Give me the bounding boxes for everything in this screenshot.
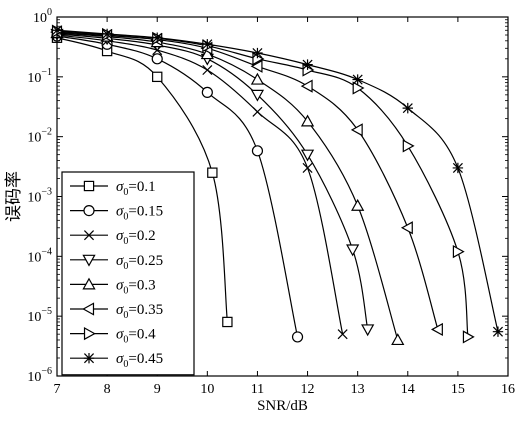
marker-asterisk — [202, 39, 213, 50]
marker-x — [202, 64, 213, 76]
legend-entry: σ0=0.35 — [70, 302, 163, 321]
legend-box — [61, 171, 195, 376]
marker-asterisk — [152, 32, 163, 43]
legend-label: σ0=0.2 — [116, 228, 156, 247]
y-tick-label: 10−5 — [27, 306, 52, 325]
x-tick-label: 9 — [154, 382, 161, 397]
marker-triangle-right — [462, 330, 475, 344]
y-tick-label: 100 — [33, 7, 52, 26]
x-tick-label: 11 — [251, 382, 264, 397]
y-axis-label: 误码率 — [4, 171, 23, 222]
marker-triangle-up — [300, 114, 315, 127]
marker-triangle-down — [300, 149, 315, 162]
legend-entry: σ0=0.15 — [70, 204, 163, 223]
legend-entry: σ0=0.25 — [70, 253, 163, 272]
x-tick-label: 16 — [501, 382, 515, 397]
marker-triangle-down — [361, 324, 375, 337]
marker-asterisk — [492, 326, 504, 337]
legend-label: σ0=0.15 — [116, 204, 163, 223]
legend-label: σ0=0.45 — [116, 351, 163, 370]
marker-x — [83, 230, 95, 241]
marker-x — [252, 106, 263, 117]
marker-triangle-right — [452, 244, 465, 259]
marker-triangle-down — [346, 244, 360, 257]
marker-triangle-left — [82, 302, 95, 316]
marker-triangle-right — [83, 326, 96, 341]
marker-triangle-up — [391, 333, 405, 346]
legend-entry: σ0=0.2 — [70, 228, 156, 247]
marker-triangle-up — [250, 72, 265, 85]
marker-triangle-right — [402, 139, 415, 153]
x-tick-label: 14 — [401, 382, 415, 397]
x-tick-label: 15 — [451, 382, 465, 397]
marker-asterisk — [352, 74, 363, 85]
marker-square — [222, 316, 233, 328]
marker-triangle-up — [351, 198, 365, 211]
x-tick-label: 12 — [301, 382, 315, 397]
legend-label: σ0=0.35 — [116, 302, 163, 321]
y-tick-label: 10−2 — [27, 127, 52, 146]
legend: σ0=0.1 σ0=0.15 σ0=0.2 σ0=0.25 σ0=0.3 σ0=0.35 σ… — [61, 171, 195, 376]
x-axis-label: SNR/dB — [257, 398, 308, 414]
marker-circle — [83, 205, 95, 217]
marker-triangle-left — [300, 79, 313, 93]
marker-square — [152, 71, 163, 83]
x-tick-label: 13 — [351, 382, 365, 397]
legend-entry: σ0=0.4 — [70, 327, 156, 346]
series-line — [56, 37, 228, 323]
marker-triangle-left — [250, 59, 263, 73]
marker-square — [83, 180, 95, 192]
x-tick-label: 8 — [104, 382, 111, 397]
marker-circle — [251, 145, 264, 157]
x-tick-label: 7 — [54, 382, 61, 397]
marker-asterisk — [252, 47, 263, 59]
marker-triangle-left — [400, 221, 413, 235]
legend-label: σ0=0.4 — [116, 327, 156, 346]
marker-x — [302, 162, 313, 173]
legend-label: σ0=0.25 — [116, 253, 163, 272]
marker-triangle-down — [82, 254, 96, 267]
legend-label: σ0=0.1 — [116, 179, 156, 198]
legend-entry: σ0=0.3 — [70, 277, 156, 296]
marker-triangle-left — [350, 123, 363, 137]
marker-triangle-up — [82, 277, 96, 290]
legend-label: σ0=0.3 — [116, 277, 156, 296]
x-tick-label: 10 — [200, 382, 214, 397]
legend-entry: σ0=0.1 — [70, 179, 156, 198]
marker-circle — [151, 53, 163, 65]
marker-circle — [291, 331, 304, 343]
legend-entry: σ0=0.45 — [70, 351, 163, 370]
marker-asterisk — [83, 353, 95, 364]
marker-triangle-right — [352, 81, 365, 95]
y-tick-label: 10−4 — [27, 246, 52, 265]
marker-square — [207, 167, 218, 178]
marker-asterisk — [452, 162, 464, 174]
marker-asterisk — [402, 102, 413, 114]
y-tick-label: 10−1 — [27, 67, 52, 86]
marker-x — [337, 329, 348, 340]
marker-triangle-down — [250, 89, 265, 102]
marker-asterisk — [302, 59, 313, 70]
marker-circle — [201, 86, 213, 98]
series-line — [56, 31, 439, 330]
marker-triangle-left — [431, 322, 443, 337]
marker-asterisk — [101, 28, 113, 40]
y-tick-label: 10−6 — [27, 366, 52, 385]
y-tick-label: 10−3 — [27, 187, 52, 206]
